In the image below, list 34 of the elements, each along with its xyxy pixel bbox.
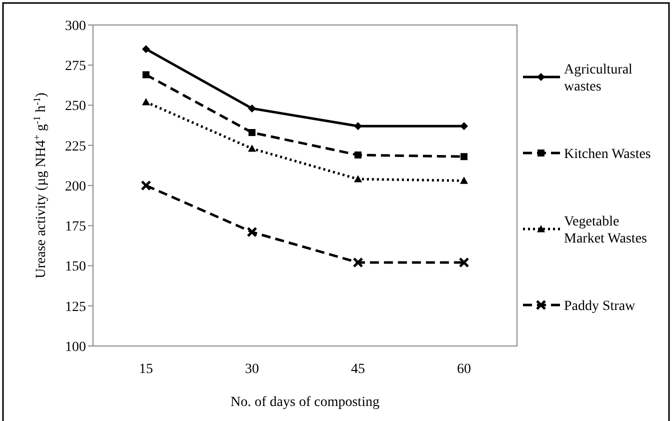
x-tick-label: 45: [351, 362, 365, 377]
y-tick-label: 275: [65, 59, 86, 74]
y-tick-label: 200: [65, 179, 86, 194]
point: [248, 144, 256, 152]
point: [248, 104, 256, 112]
y-tick-label: 150: [65, 260, 86, 275]
x-tick-label: 30: [245, 362, 259, 377]
point: [142, 98, 150, 106]
point: [142, 45, 150, 54]
point: [354, 152, 362, 159]
y-tick-label: 125: [65, 300, 86, 315]
point: [248, 129, 256, 136]
y-tick-label: 225: [65, 139, 86, 154]
y-tick-label: 250: [65, 99, 86, 114]
x-axis-title: No. of days of composting: [230, 395, 380, 410]
point: [354, 175, 362, 182]
point: [140, 180, 152, 191]
legend-label: Kitchen Wastes: [564, 146, 651, 162]
point: [246, 226, 258, 238]
point: [354, 122, 362, 130]
legend-label: Vegetable Market Wastes: [564, 214, 647, 246]
legend-label: Paddy Straw: [564, 298, 636, 314]
point: [142, 71, 150, 78]
y-tick-label: 175: [65, 220, 86, 235]
x-tick-label: 15: [139, 362, 153, 377]
y-tick-label: 100: [65, 340, 86, 355]
point: [460, 122, 468, 130]
y-tick-label: 300: [65, 18, 86, 34]
point: [458, 257, 470, 268]
point: [460, 153, 468, 160]
point: [352, 257, 364, 268]
legend-label: Agricultural wastes: [564, 62, 633, 94]
point: [460, 176, 468, 184]
x-tick-label: 60: [457, 362, 471, 377]
